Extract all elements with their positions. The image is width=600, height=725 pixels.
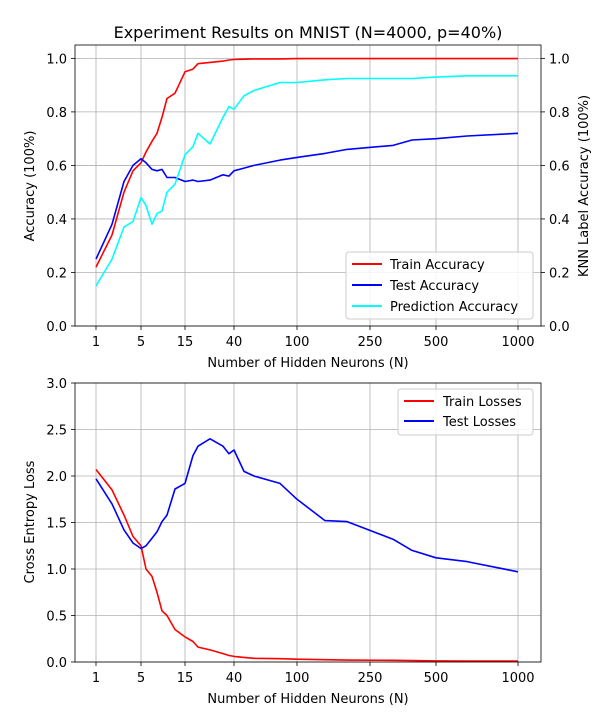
y-tick-label: 0.0 <box>46 320 67 335</box>
y-tick-label-right: 0.2 <box>549 266 570 281</box>
y-axis-label-right: KNN Label Accuracy (100%) <box>577 95 592 277</box>
series-line-prediction-accuracy <box>95 75 518 287</box>
y-tick-label-right: 1.0 <box>549 52 570 67</box>
y-tick-label: 0.5 <box>46 610 67 625</box>
y-tick-label: 0.6 <box>46 159 67 174</box>
x-tick-label: 250 <box>358 335 383 350</box>
x-tick-label: 5 <box>137 335 145 350</box>
x-tick-label: 40 <box>226 671 243 686</box>
legend-label-prediction-accuracy: Prediction Accuracy <box>390 300 518 315</box>
accuracy-chart: Experiment Results on MNIST (N=4000, p=4… <box>23 23 592 371</box>
y-tick-label: 2.0 <box>46 470 67 485</box>
x-tick-label: 100 <box>285 335 310 350</box>
y-tick-label: 2.5 <box>46 424 67 439</box>
plot-frame <box>74 44 542 327</box>
y-tick-label-right: 0.8 <box>549 106 570 121</box>
legend: Train Accuracy Test Accuracy Prediction … <box>345 251 534 320</box>
y-tick-label-right: 0.4 <box>549 213 570 228</box>
x-axis-label: Number of Hidden Neurons (N) <box>207 692 408 707</box>
series-line-test-accuracy <box>95 132 519 260</box>
series-line-train-losses <box>95 469 518 662</box>
x-tick-label: 1000 <box>501 335 534 350</box>
x-axis-label: Number of Hidden Neurons (N) <box>207 356 408 371</box>
chart-title: Experiment Results on MNIST (N=4000, p=4… <box>114 23 503 42</box>
x-tick-label: 5 <box>137 671 145 686</box>
y-tick-label: 0.8 <box>46 106 67 121</box>
x-tick-label: 1 <box>92 335 100 350</box>
x-tick-label: 500 <box>424 335 449 350</box>
x-tick-label: 40 <box>226 335 243 350</box>
legend: Train Losses Test Losses <box>397 388 534 436</box>
legend-label-test-losses: Test Losses <box>442 415 516 430</box>
x-tick-label: 250 <box>358 671 383 686</box>
legend-label-test-accuracy: Test Accuracy <box>389 279 479 294</box>
series-lines <box>95 57 519 287</box>
y-ticks-left: 0.0 0.2 0.4 0.6 0.8 1.0 <box>46 52 75 335</box>
x-tick-label: 500 <box>424 671 449 686</box>
y-tick-label: 0.4 <box>46 213 67 228</box>
y-tick-label-right: 0.6 <box>549 159 570 174</box>
y-ticks: 0.0 0.5 1.0 1.5 2.0 2.5 3.0 <box>46 377 75 671</box>
y-tick-label: 1.5 <box>46 517 67 532</box>
y-ticks-right: 0.0 0.2 0.4 0.6 0.8 1.0 <box>541 52 570 335</box>
x-tick-label: 1000 <box>501 671 534 686</box>
x-ticks: 1 5 15 40 100 250 500 1000 <box>92 326 535 350</box>
x-tick-label: 15 <box>177 335 194 350</box>
x-tick-label: 1 <box>92 671 100 686</box>
y-tick-label-right: 0.0 <box>549 320 570 335</box>
y-tick-label: 0.2 <box>46 266 67 281</box>
series-lines <box>95 437 519 662</box>
legend-box <box>345 251 534 320</box>
x-ticks: 1 5 15 40 100 250 500 1000 <box>92 662 535 686</box>
legend-label-train-accuracy: Train Accuracy <box>389 258 485 273</box>
y-axis-label: Cross Entropy Loss <box>23 460 38 583</box>
series-line-test-losses <box>95 437 519 573</box>
y-tick-label: 3.0 <box>46 377 67 392</box>
y-axis-label: Accuracy (100%) <box>23 131 38 242</box>
y-tick-label: 1.0 <box>46 563 67 578</box>
x-tick-label: 100 <box>285 671 310 686</box>
legend-label-train-losses: Train Losses <box>442 395 522 410</box>
loss-chart: 1 5 15 40 100 250 500 1000 0.00.51.01.52.02.53.… <box>23 377 542 707</box>
series-line-train-accuracy <box>95 57 518 268</box>
y-tick-label: 1.0 <box>46 52 67 67</box>
y-tick-label: 0.0 <box>46 656 67 671</box>
x-tick-label: 15 <box>177 671 194 686</box>
